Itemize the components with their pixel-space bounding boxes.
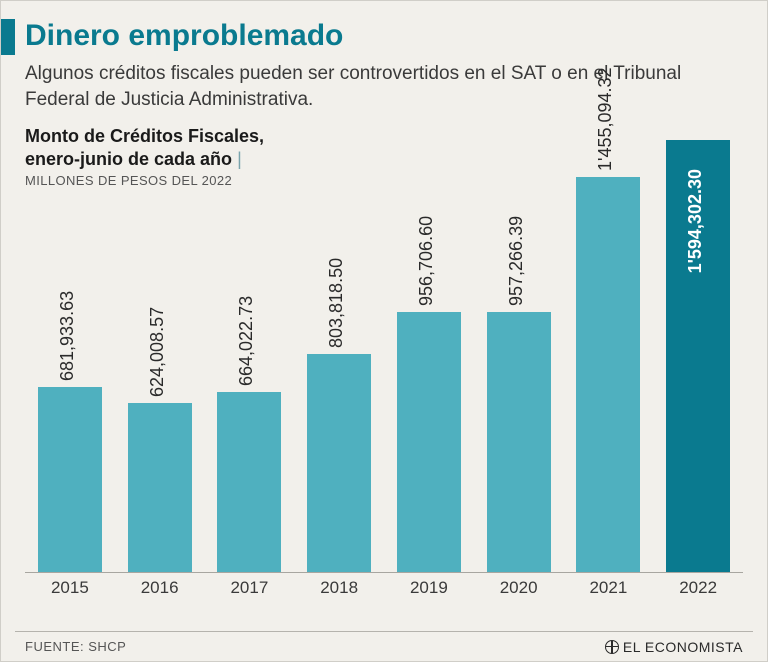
chart-subtitle: Algunos créditos fiscales pueden ser con…	[25, 61, 743, 112]
bars-row: 681,933.63 624,008.57 664,022.73 803,818.50…	[25, 141, 743, 573]
bar-value-label: 681,933.63	[57, 291, 78, 387]
bar-value-label: 956,706.60	[416, 216, 437, 312]
bar-value-label: 664,022.73	[236, 296, 257, 392]
brand: EL ECONOMISTA	[605, 639, 743, 655]
bar: 803,818.50	[307, 354, 371, 572]
bar-value-label: 1'455,094.32	[595, 67, 616, 177]
x-axis-label: 2016	[115, 573, 205, 601]
bar: 664,022.73	[217, 392, 281, 572]
bar-slot: 1'455,094.32	[564, 141, 654, 572]
bar-slot: 664,022.73	[205, 141, 295, 572]
bar-slot: 803,818.50	[294, 141, 384, 572]
chart-area: 681,933.63 624,008.57 664,022.73 803,818.50…	[25, 141, 743, 601]
bar-value-label: 957,266.39	[506, 216, 527, 312]
x-axis-label: 2022	[653, 573, 743, 601]
bar: 956,706.60	[397, 312, 461, 572]
source-text: FUENTE: SHCP	[25, 639, 126, 654]
bar: 624,008.57	[128, 403, 192, 572]
bar: 957,266.39	[487, 312, 551, 572]
chart-title: Dinero emproblemado	[25, 19, 343, 53]
bar-value-label: 1'594,302.30	[685, 169, 706, 279]
bar-value-label: 624,008.57	[147, 307, 168, 403]
x-axis-label: 2019	[384, 573, 474, 601]
x-axis-label: 2015	[25, 573, 115, 601]
accent-bar	[1, 19, 15, 55]
bar-slot: 957,266.39	[474, 141, 564, 572]
brand-text: EL ECONOMISTA	[623, 639, 743, 655]
x-axis-label: 2021	[564, 573, 654, 601]
bar-slot: 624,008.57	[115, 141, 205, 572]
bar: 681,933.63	[38, 387, 102, 572]
bar: 1'455,094.32	[576, 177, 640, 572]
x-axis-label: 2020	[474, 573, 564, 601]
bar-slot: 681,933.63	[25, 141, 115, 572]
bar-slot: 1'594,302.30	[653, 141, 743, 572]
bar: 1'594,302.30	[666, 140, 730, 572]
x-axis-label: 2017	[205, 573, 295, 601]
footer: FUENTE: SHCP EL ECONOMISTA	[15, 631, 753, 661]
x-axis-labels: 20152016201720182019202020212022	[25, 573, 743, 601]
globe-icon	[605, 640, 619, 654]
infographic-container: Dinero emproblemado Algunos créditos fis…	[0, 0, 768, 662]
bar-value-label: 803,818.50	[326, 258, 347, 354]
x-axis-label: 2018	[294, 573, 384, 601]
bar-slot: 956,706.60	[384, 141, 474, 572]
